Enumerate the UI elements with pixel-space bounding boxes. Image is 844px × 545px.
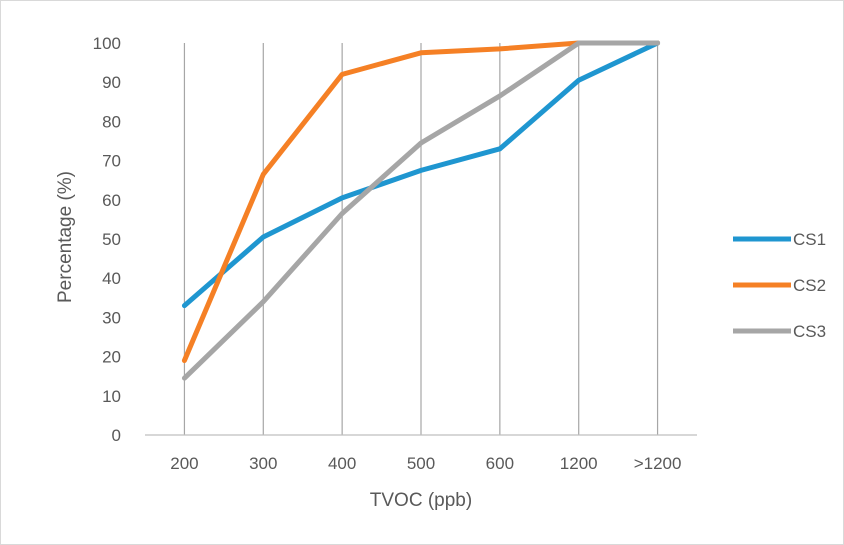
y-tick-label: 70	[102, 152, 121, 171]
x-tick-label: 200	[170, 454, 198, 473]
legend-label-cs2: CS2	[793, 276, 826, 295]
x-tick-label: 1200	[560, 454, 598, 473]
x-axis-title: TVOC (ppb)	[370, 490, 472, 511]
series-lines	[181, 40, 661, 381]
y-tick-label: 60	[102, 191, 121, 210]
y-tick-label: 0	[112, 426, 121, 445]
y-tick-label: 100	[93, 34, 121, 53]
x-tick-labels: 200 300 400 500 600 1200 >1200	[170, 454, 681, 473]
y-tick-label: 20	[102, 348, 121, 367]
y-tick-label: 90	[102, 73, 121, 92]
x-tick-label: 400	[328, 454, 356, 473]
y-tick-label: 50	[102, 230, 121, 249]
series-line-cs3	[181, 40, 661, 381]
y-tick-label: 30	[102, 308, 121, 327]
vertical-gridlines	[183, 43, 659, 435]
y-tick-label: 10	[102, 387, 121, 406]
y-axis: 0 10 20 30 40 50 60 70 80 90 100	[93, 34, 121, 445]
legend: CS1 CS2 CS3	[733, 230, 826, 341]
y-tick-label: 80	[102, 112, 121, 131]
legend-label-cs3: CS3	[793, 322, 826, 341]
legend-label-cs1: CS1	[793, 230, 826, 249]
y-axis-title: Percentage (%)	[55, 171, 76, 303]
x-tick-label: >1200	[634, 454, 682, 473]
x-tick-label: 500	[407, 454, 435, 473]
x-tick-label: 600	[486, 454, 514, 473]
series-line-cs1	[181, 40, 661, 309]
y-tick-label: 40	[102, 269, 121, 288]
x-tick-label: 300	[249, 454, 277, 473]
